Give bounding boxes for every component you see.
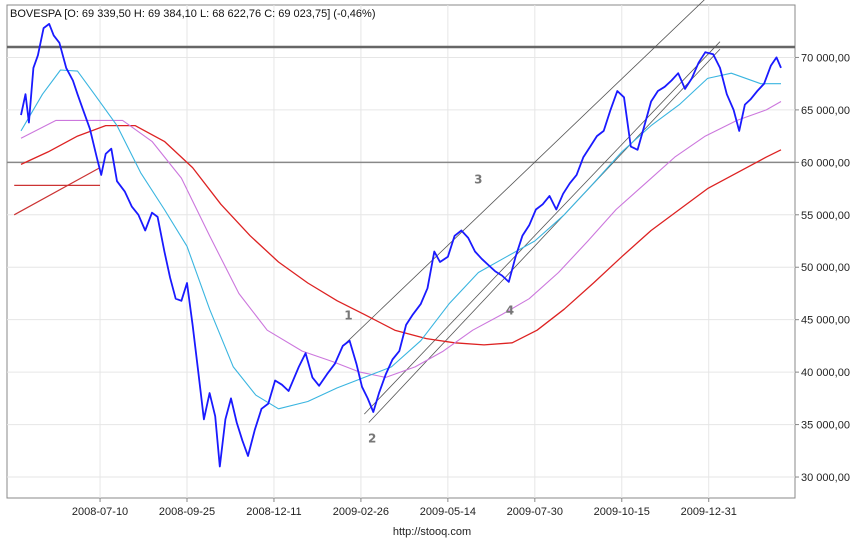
x-tick-label: 2009-02-26 (333, 506, 389, 518)
support-line-series (13, 167, 101, 216)
y-tick-label: 35 000,00 (801, 420, 850, 432)
x-tick-label: 2009-07-30 (507, 506, 563, 518)
y-tick-label: 55 000,00 (801, 210, 850, 222)
y-tick-label: 45 000,00 (801, 315, 850, 327)
plot-area (6, 4, 796, 499)
trend-channel-series (342, 0, 705, 347)
y-tick-label: 65 000,00 (801, 105, 850, 117)
annotations: 1 2 3 4 (344, 172, 514, 445)
moving-average-long-series (20, 124, 782, 346)
x-tick-label: 2008-12-11 (246, 506, 301, 518)
y-tick-label: 70 000,00 (801, 52, 850, 64)
x-tick-label: 2009-05-14 (420, 506, 476, 518)
y-tick-label: 40 000,00 (801, 367, 850, 379)
x-tick-label: 2008-07-10 (72, 506, 128, 518)
annotation-label: 4 (506, 303, 514, 317)
y-tick-label: 30 000,00 (801, 472, 850, 484)
price-series (20, 22, 782, 468)
x-axis: 2008-07-10 2008-09-25 2008-12-11 2009-02-26… (72, 498, 737, 518)
x-tick-label: 2009-12-31 (681, 506, 737, 518)
y-tick-label: 60 000,00 (801, 157, 850, 169)
annotation-label: 2 (368, 431, 376, 445)
y-tick-label: 50 000,00 (801, 262, 850, 274)
source-link[interactable]: http://stooq.com (393, 526, 471, 538)
series-layer (13, 0, 782, 468)
annotation-label: 1 (344, 309, 352, 323)
annotation-label: 3 (474, 172, 482, 186)
trend-channel-series (364, 41, 721, 415)
y-axis: 30 000,00 35 000,00 40 000,00 45 000,00 50 0… (795, 52, 850, 484)
moving-average-mid-series (20, 101, 782, 378)
x-tick-label: 2008-09-25 (159, 506, 215, 518)
horizontal-levels (7, 45, 795, 164)
chart-header: BOVESPA [O: 69 339,50 H: 69 384,10 L: 68… (10, 8, 375, 20)
x-tick-label: 2009-10-15 (594, 506, 650, 518)
moving-average-short-series (20, 69, 781, 410)
